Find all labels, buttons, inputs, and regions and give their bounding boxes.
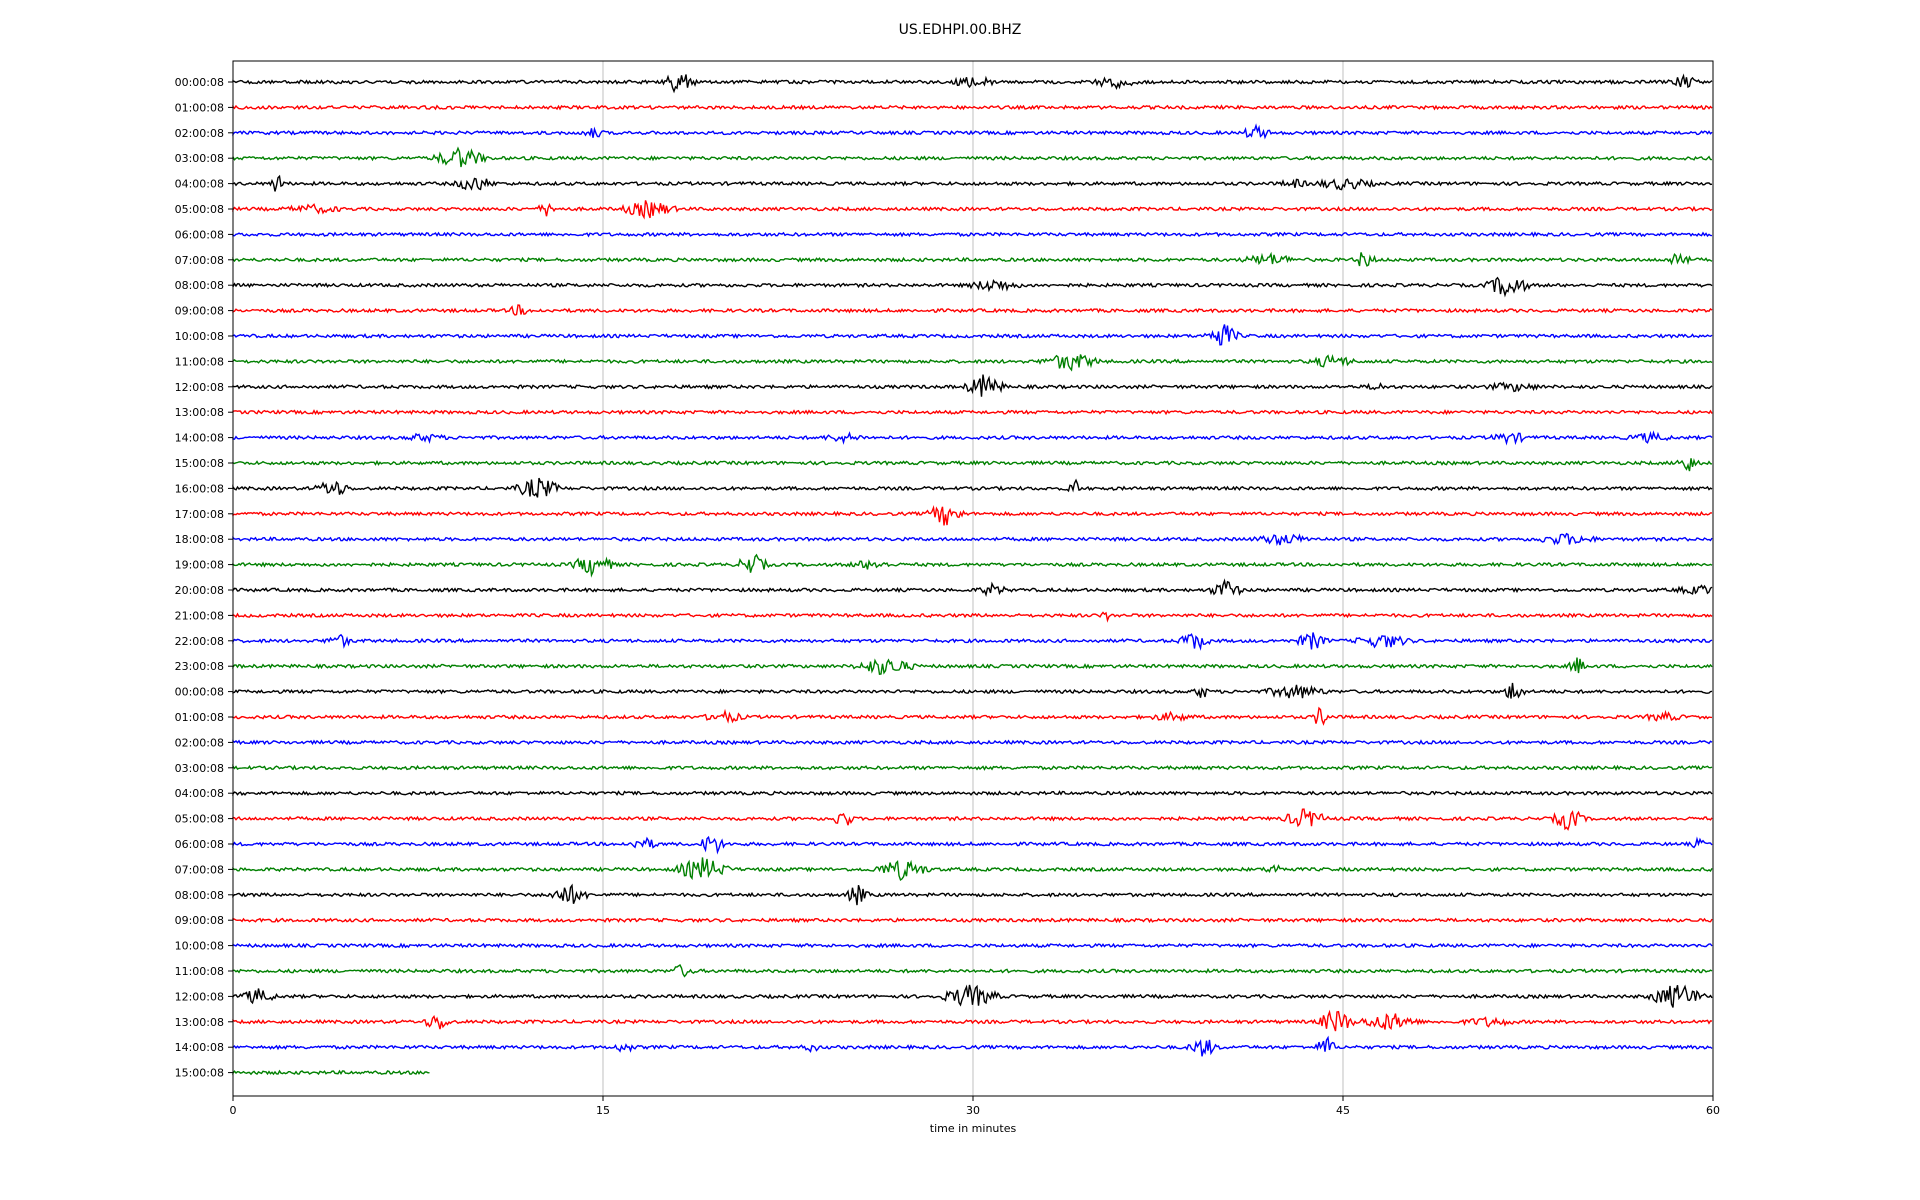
row-label: 03:00:08 — [175, 152, 224, 165]
x-tick-label-45: 45 — [1336, 1104, 1350, 1117]
row-label: 01:00:08 — [175, 101, 224, 114]
row-label: 12:00:08 — [175, 990, 224, 1003]
trace-row — [232, 808, 1713, 831]
trace-row — [232, 231, 1713, 238]
row-label: 06:00:08 — [175, 838, 224, 851]
x-tick-label-15: 15 — [596, 1104, 610, 1117]
row-labels: 00:00:08 01:00:08 02:00:08 03:00:08 04:00:08… — [175, 76, 233, 1080]
row-label: 01:00:08 — [175, 711, 224, 724]
row-label: 12:00:08 — [175, 381, 224, 394]
trace-row — [232, 632, 1713, 651]
trace-row — [232, 430, 1713, 446]
trace-row — [232, 174, 1713, 192]
trace-row — [232, 917, 1713, 924]
row-label: 00:00:08 — [175, 76, 224, 89]
trace-row — [232, 458, 1713, 472]
x-axis-label: time in minutes — [929, 1122, 1017, 1135]
row-label: 03:00:08 — [175, 762, 224, 775]
grid-lines — [602, 61, 1344, 1096]
row-label: 06:00:08 — [175, 228, 224, 241]
trace-row — [232, 276, 1713, 298]
traces — [232, 73, 1713, 1076]
row-label: 23:00:08 — [175, 660, 224, 673]
row-label: 07:00:08 — [175, 863, 224, 876]
x-axis-ticks: 0 15 30 45 60 — [230, 1096, 1720, 1117]
trace-row — [232, 1009, 1713, 1032]
row-label: 18:00:08 — [175, 533, 224, 546]
row-label: 21:00:08 — [175, 609, 224, 622]
trace-row — [232, 1069, 430, 1076]
row-label: 19:00:08 — [175, 559, 224, 572]
row-label: 02:00:08 — [175, 736, 224, 749]
trace-row — [232, 104, 1713, 111]
trace-row — [232, 553, 1713, 578]
trace-row — [232, 73, 1713, 94]
row-label: 08:00:08 — [175, 889, 224, 902]
trace-row — [232, 200, 1713, 220]
trace-row — [232, 505, 1712, 526]
trace-row — [232, 409, 1713, 416]
trace-row — [232, 146, 1713, 168]
row-label: 08:00:08 — [175, 279, 224, 292]
trace-row — [232, 251, 1713, 267]
chart-title: US.EDHPI.00.BHZ — [898, 22, 1022, 38]
trace-row — [232, 942, 1713, 949]
row-label: 04:00:08 — [175, 178, 224, 191]
trace-row — [232, 657, 1713, 675]
row-label: 02:00:08 — [175, 127, 224, 140]
row-label: 09:00:08 — [175, 305, 224, 318]
row-label: 15:00:08 — [175, 457, 224, 470]
trace-row — [232, 835, 1713, 855]
row-label: 14:00:08 — [175, 432, 224, 445]
row-label: 22:00:08 — [175, 635, 224, 648]
trace-row — [232, 374, 1713, 397]
row-label: 00:00:08 — [175, 686, 224, 699]
trace-row — [232, 682, 1713, 699]
row-label: 15:00:08 — [175, 1067, 224, 1080]
trace-row — [232, 706, 1713, 726]
trace-row — [232, 883, 1713, 906]
trace-row — [232, 477, 1713, 498]
trace-row — [232, 123, 1713, 140]
trace-row — [232, 532, 1713, 547]
row-label: 13:00:08 — [175, 406, 224, 419]
trace-row — [232, 324, 1713, 346]
trace-row — [232, 790, 1713, 797]
x-tick-label-30: 30 — [966, 1104, 980, 1117]
trace-row — [232, 964, 1713, 978]
row-label: 10:00:08 — [175, 940, 224, 953]
trace-row — [232, 354, 1713, 372]
row-label: 14:00:08 — [175, 1041, 224, 1054]
row-label: 09:00:08 — [175, 914, 224, 927]
row-label: 13:00:08 — [175, 1016, 224, 1029]
row-label: 07:00:08 — [175, 254, 224, 267]
trace-row — [232, 764, 1713, 772]
trace-row — [232, 1035, 1713, 1057]
trace-row — [232, 611, 1713, 623]
row-label: 04:00:08 — [175, 787, 224, 800]
trace-row — [232, 739, 1713, 746]
row-label: 05:00:08 — [175, 203, 224, 216]
trace-row — [232, 578, 1713, 598]
trace-row — [232, 857, 1713, 881]
trace-row — [232, 304, 1713, 316]
x-tick-label-60: 60 — [1706, 1104, 1720, 1117]
x-tick-label-0: 0 — [230, 1104, 237, 1117]
row-label: 11:00:08 — [175, 355, 224, 368]
row-label: 17:00:08 — [175, 508, 224, 521]
row-label: 10:00:08 — [175, 330, 224, 343]
row-label: 05:00:08 — [175, 813, 224, 826]
row-label: 11:00:08 — [175, 965, 224, 978]
row-label: 16:00:08 — [175, 482, 224, 495]
trace-row — [232, 984, 1713, 1008]
row-label: 20:00:08 — [175, 584, 224, 597]
